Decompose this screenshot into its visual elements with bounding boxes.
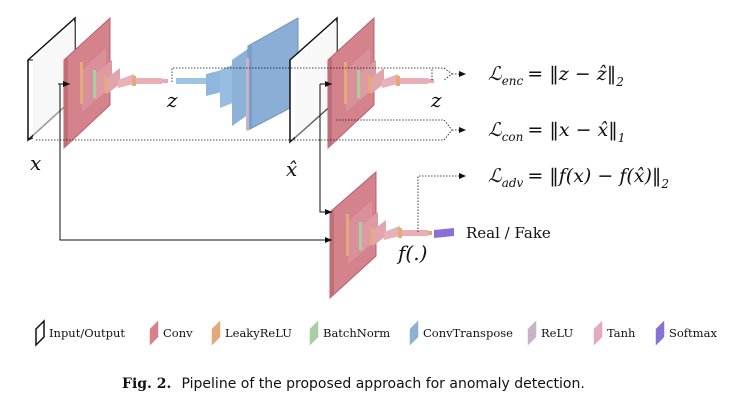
output-xhat-plane xyxy=(289,16,338,144)
legend-swatch xyxy=(409,320,419,346)
legend-swatch xyxy=(211,320,221,346)
label-xhat: x̂ xyxy=(286,157,297,181)
xhat-to-discriminator-arrow xyxy=(319,84,332,215)
legend-item: ConvTranspose xyxy=(409,320,513,346)
label-z-right: z xyxy=(430,88,442,112)
legend-swatch xyxy=(655,320,665,346)
legend-label: Softmax xyxy=(669,326,717,340)
legend-swatch xyxy=(527,320,537,346)
adv-loss-line xyxy=(417,173,466,232)
con-loss-line xyxy=(36,119,453,141)
legend-item: Softmax xyxy=(655,320,717,346)
caption-text: Pipeline of the proposed approach for an… xyxy=(182,376,585,392)
svg-text:ℒenc= ‖z − ẑ‖2: ℒenc = ‖z − ẑ‖2 xyxy=(488,63,624,89)
legend-label: ReLU xyxy=(541,326,573,340)
legend-swatch xyxy=(309,320,319,346)
legend-label: Tanh xyxy=(607,326,636,340)
label-f: f(.) xyxy=(396,241,427,265)
encoder2-conv-block xyxy=(327,16,434,150)
legend-label: BatchNorm xyxy=(323,326,390,340)
x-to-discriminator-arrow xyxy=(59,84,332,243)
caption-prefix: Fig. 2. xyxy=(122,376,171,392)
legend-item: BatchNorm xyxy=(309,320,390,346)
label-real-fake: Real / Fake xyxy=(466,224,551,242)
legend-item: ReLU xyxy=(527,320,573,346)
legend-item: Tanh xyxy=(593,320,636,346)
label-z-left: z xyxy=(166,88,178,112)
loss-adv: ℒadv = ‖f(x) − f(x̂)‖2 xyxy=(488,165,669,191)
loss-con: ℒcon = ‖x − x̂‖1 xyxy=(488,119,625,145)
legend-swatch xyxy=(35,319,45,347)
legend-item: Input/Output xyxy=(35,319,125,347)
figure-caption: Fig. 2. Pipeline of the proposed approac… xyxy=(122,373,585,392)
legend-swatch xyxy=(149,320,159,346)
legend-item: LeakyReLU xyxy=(211,320,292,346)
legend-label: Conv xyxy=(163,326,193,340)
decoder-convtranspose-block xyxy=(176,17,299,131)
svg-text:ℒcon= ‖x − x̂‖1: ℒcon = ‖x − x̂‖1 xyxy=(488,119,625,145)
legend: Input/Output Conv LeakyReLU BatchNorm ConvTr… xyxy=(35,319,717,347)
legend-label: Input/Output xyxy=(49,326,125,340)
encoder1-conv-block xyxy=(63,16,168,150)
loss-enc: ℒenc = ‖z − ẑ‖2 xyxy=(488,63,624,89)
legend-swatch xyxy=(593,320,603,346)
legend-item: Conv xyxy=(149,320,193,346)
enc-loss-line xyxy=(431,67,453,81)
legend-label: LeakyReLU xyxy=(225,326,292,340)
svg-text:ℒadv= ‖f(x) − f(x̂)‖2: ℒadv = ‖f(x) − f(x̂)‖2 xyxy=(488,165,669,191)
label-x: x xyxy=(30,151,41,175)
legend-label: ConvTranspose xyxy=(423,326,513,340)
discriminator-conv-block xyxy=(329,170,454,300)
